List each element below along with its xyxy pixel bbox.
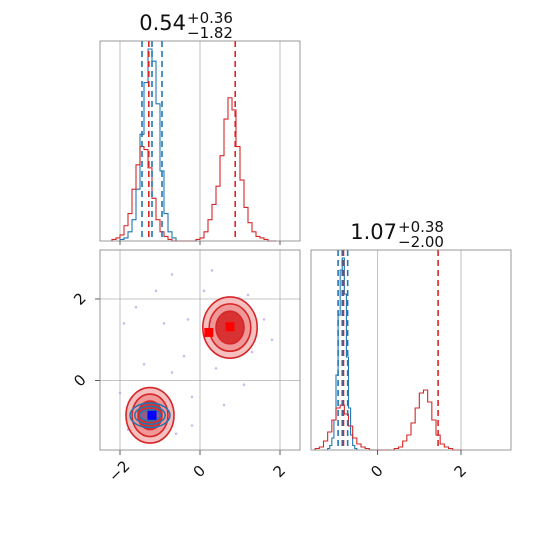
scatter-point	[170, 371, 174, 374]
title-lower-error: −1.82	[187, 24, 233, 42]
panel-frame	[310, 249, 512, 451]
scatter-point	[154, 289, 158, 293]
density-contour-blue	[134, 405, 166, 426]
x-tick-label: 0	[367, 462, 386, 481]
scatter-point	[170, 273, 174, 276]
scatter-point	[142, 362, 146, 366]
scatter-point	[202, 289, 206, 293]
scatter-point	[186, 318, 190, 321]
scatter-point	[210, 269, 214, 272]
panel-title: 1.07	[350, 220, 397, 244]
scatter-point	[174, 432, 178, 435]
scatter-point	[118, 391, 122, 395]
scatter-point	[182, 354, 186, 358]
x-tick-label: 2	[270, 462, 289, 481]
x-tick-label: −2	[105, 457, 133, 485]
scatter-point	[270, 338, 274, 342]
marginal-histogram-x: 0.54 +0.36−1.82	[99, 9, 301, 245]
scatter-point	[214, 367, 218, 370]
marker-point	[147, 410, 157, 420]
histogram-series-2	[314, 389, 461, 451]
y-tick-label: 2	[70, 289, 89, 308]
marginal-histogram-y: 0 2 1.07 +0.38−2.00	[310, 218, 512, 481]
x-tick-label: 0	[190, 462, 209, 481]
marker-point	[225, 322, 235, 332]
x-tick-label: 2	[451, 462, 470, 481]
y-tick-label: 0	[70, 371, 89, 390]
scatter-point	[122, 322, 126, 325]
scatter-point	[190, 424, 194, 427]
title-upper-error: +0.36	[187, 9, 233, 27]
scatter-point	[246, 293, 250, 297]
title-upper-error: +0.38	[398, 218, 444, 236]
scatter-point	[222, 403, 226, 407]
panel-frame	[99, 249, 301, 451]
marker-point	[204, 327, 214, 337]
scatter-point	[242, 383, 246, 386]
joint-contour-plot: −2 0 2 0 2	[70, 249, 301, 485]
scatter-point	[262, 318, 266, 321]
scatter-point	[162, 322, 166, 325]
panel-title: 0.54	[139, 11, 186, 35]
density-contour-blue	[129, 402, 171, 429]
scatter-point	[190, 395, 194, 399]
title-lower-error: −2.00	[398, 233, 444, 251]
scatter-point	[134, 305, 138, 309]
scatter-point	[250, 350, 254, 354]
histogram-series-2	[111, 97, 276, 242]
